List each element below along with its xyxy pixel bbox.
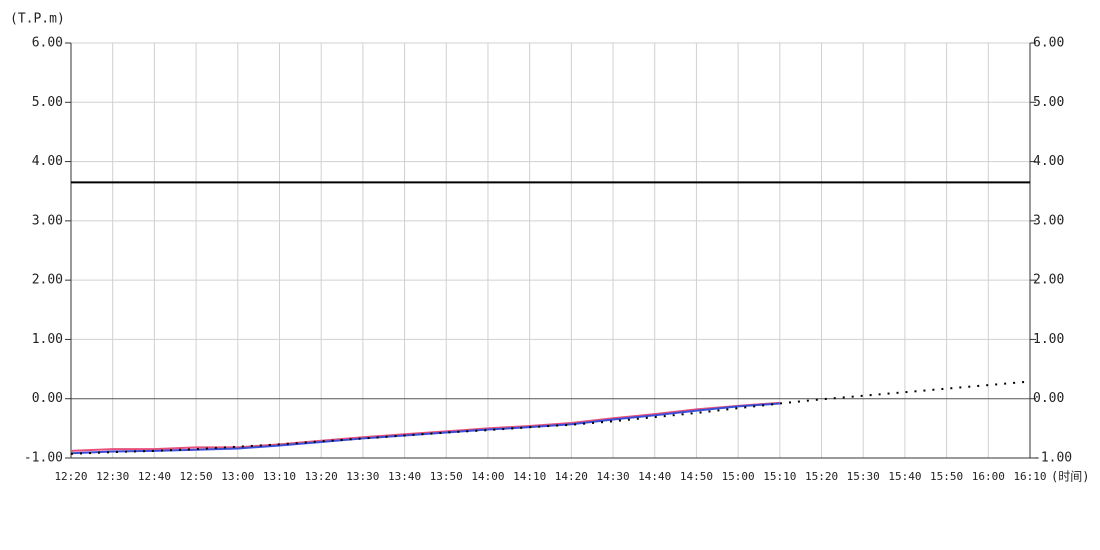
x-tick-label: 12:20 [54,470,87,483]
y-tick-label: 2.00 [32,273,63,288]
y2-tick-label: 2.00 [1033,273,1064,288]
x-tick-label: 14:20 [555,470,588,483]
x-axis-label: (时间) [1051,470,1089,484]
y2-tick-label: 4.00 [1033,154,1064,169]
y2-tick-label: 1.00 [1033,332,1064,347]
y-tick-label: 1.00 [32,332,63,347]
x-tick-label: 16:10 [1013,470,1046,483]
x-tick-label: 14:50 [680,470,713,483]
x-tick-label: 14:40 [638,470,671,483]
series-line [70,401,780,452]
y-tick-label: 5.00 [32,95,63,110]
x-tick-label: 13:30 [346,470,379,483]
x-tick-label: 12:40 [138,470,171,483]
x-tick-label: 14:10 [513,470,546,483]
x-tick-label: 12:30 [96,470,129,483]
x-tick-label: 14:00 [471,470,504,483]
x-tick-label: 13:40 [388,470,421,483]
x-tick-label: 15:40 [888,470,921,483]
x-tick-label: 15:10 [763,470,796,483]
x-tick-label: 13:50 [430,470,463,483]
y2-tick-label: 0.00 [1033,391,1064,406]
x-tick-label: 16:00 [972,470,1005,483]
y-tick-label: 4.00 [32,154,63,169]
y-tick-label: -1.00 [24,451,63,466]
x-tick-label: 15:30 [847,470,880,483]
y2-tick-label: 5.00 [1033,95,1064,110]
y2-tick-label: -1.00 [1033,451,1072,466]
x-tick-label: 13:20 [305,470,338,483]
x-tick-label: 15:20 [805,470,838,483]
x-tick-label: 14:30 [596,470,629,483]
x-tick-label: 12:50 [180,470,213,483]
y-tick-label: 6.00 [32,36,63,51]
x-tick-label: 15:50 [930,470,963,483]
x-tick-label: 13:00 [221,470,254,483]
y-axis-label: (T.P.m) [10,12,65,27]
series-line [70,402,780,455]
series-line [70,380,1031,455]
x-tick-label: 15:00 [722,470,755,483]
y2-tick-label: 6.00 [1033,36,1064,51]
x-tick-label: 13:10 [263,470,296,483]
y-tick-label: 3.00 [32,213,63,228]
y-tick-label: 0.00 [32,391,63,406]
y2-tick-label: 3.00 [1033,213,1064,228]
